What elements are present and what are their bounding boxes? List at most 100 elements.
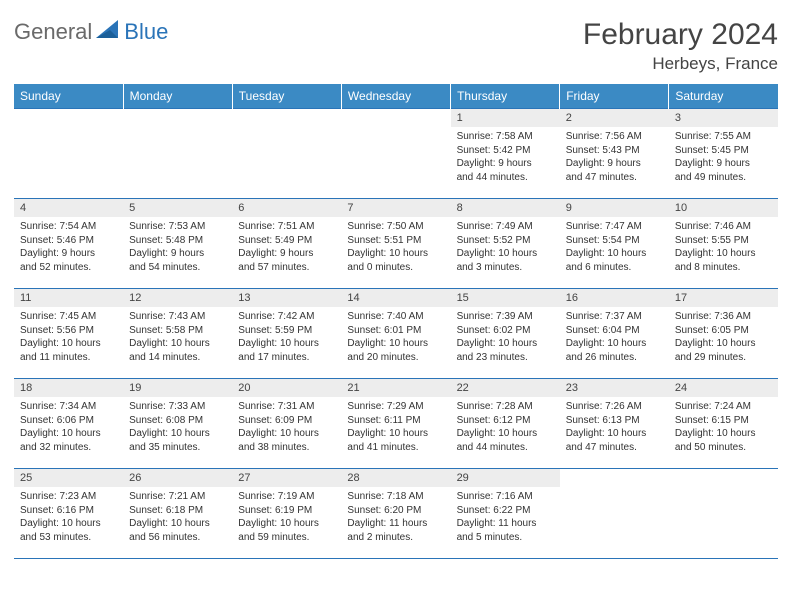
sunset-text: Sunset: 6:22 PM	[457, 504, 554, 518]
calendar-cell: 7Sunrise: 7:50 AMSunset: 5:51 PMDaylight…	[341, 199, 450, 289]
sunset-text: Sunset: 5:51 PM	[347, 234, 444, 248]
day-number: 23	[560, 379, 669, 397]
sunrise-text: Sunrise: 7:26 AM	[566, 400, 663, 414]
day-details: Sunrise: 7:31 AMSunset: 6:09 PMDaylight:…	[232, 397, 341, 460]
daylight-text-2: and 35 minutes.	[129, 441, 226, 455]
daylight-text-1: Daylight: 10 hours	[675, 337, 772, 351]
daylight-text-1: Daylight: 10 hours	[675, 427, 772, 441]
calendar-cell: 27Sunrise: 7:19 AMSunset: 6:19 PMDayligh…	[232, 469, 341, 559]
sunset-text: Sunset: 6:01 PM	[347, 324, 444, 338]
daylight-text-2: and 20 minutes.	[347, 351, 444, 365]
sunset-text: Sunset: 6:04 PM	[566, 324, 663, 338]
sunrise-text: Sunrise: 7:58 AM	[457, 130, 554, 144]
day-number: 16	[560, 289, 669, 307]
daylight-text-2: and 56 minutes.	[129, 531, 226, 545]
calendar-cell: 9Sunrise: 7:47 AMSunset: 5:54 PMDaylight…	[560, 199, 669, 289]
sunrise-text: Sunrise: 7:56 AM	[566, 130, 663, 144]
day-details: Sunrise: 7:40 AMSunset: 6:01 PMDaylight:…	[341, 307, 450, 370]
sunset-text: Sunset: 6:02 PM	[457, 324, 554, 338]
day-number: 27	[232, 469, 341, 487]
day-details: Sunrise: 7:18 AMSunset: 6:20 PMDaylight:…	[341, 487, 450, 550]
day-details: Sunrise: 7:45 AMSunset: 5:56 PMDaylight:…	[14, 307, 123, 370]
day-number: 15	[451, 289, 560, 307]
calendar-cell: 16Sunrise: 7:37 AMSunset: 6:04 PMDayligh…	[560, 289, 669, 379]
day-details: Sunrise: 7:26 AMSunset: 6:13 PMDaylight:…	[560, 397, 669, 460]
sunrise-text: Sunrise: 7:53 AM	[129, 220, 226, 234]
sunrise-text: Sunrise: 7:43 AM	[129, 310, 226, 324]
daylight-text-2: and 29 minutes.	[675, 351, 772, 365]
calendar-week: 4Sunrise: 7:54 AMSunset: 5:46 PMDaylight…	[14, 199, 778, 289]
sunset-text: Sunset: 6:18 PM	[129, 504, 226, 518]
day-details: Sunrise: 7:46 AMSunset: 5:55 PMDaylight:…	[669, 217, 778, 280]
sunset-text: Sunset: 5:43 PM	[566, 144, 663, 158]
daylight-text-2: and 53 minutes.	[20, 531, 117, 545]
day-number	[232, 109, 341, 127]
daylight-text-1: Daylight: 10 hours	[457, 247, 554, 261]
daylight-text-1: Daylight: 10 hours	[457, 427, 554, 441]
day-details: Sunrise: 7:42 AMSunset: 5:59 PMDaylight:…	[232, 307, 341, 370]
sunset-text: Sunset: 6:09 PM	[238, 414, 335, 428]
daylight-text-1: Daylight: 10 hours	[347, 427, 444, 441]
daylight-text-1: Daylight: 10 hours	[238, 427, 335, 441]
day-number: 4	[14, 199, 123, 217]
day-number: 19	[123, 379, 232, 397]
calendar-cell: 25Sunrise: 7:23 AMSunset: 6:16 PMDayligh…	[14, 469, 123, 559]
calendar-body: 1Sunrise: 7:58 AMSunset: 5:42 PMDaylight…	[14, 109, 778, 559]
calendar-table: Sunday Monday Tuesday Wednesday Thursday…	[14, 84, 778, 559]
daylight-text-1: Daylight: 9 hours	[20, 247, 117, 261]
calendar-cell: 8Sunrise: 7:49 AMSunset: 5:52 PMDaylight…	[451, 199, 560, 289]
calendar-week: 18Sunrise: 7:34 AMSunset: 6:06 PMDayligh…	[14, 379, 778, 469]
sunrise-text: Sunrise: 7:36 AM	[675, 310, 772, 324]
sunrise-text: Sunrise: 7:42 AM	[238, 310, 335, 324]
calendar-cell	[14, 109, 123, 199]
sunset-text: Sunset: 6:05 PM	[675, 324, 772, 338]
calendar-cell: 15Sunrise: 7:39 AMSunset: 6:02 PMDayligh…	[451, 289, 560, 379]
day-number: 8	[451, 199, 560, 217]
sunset-text: Sunset: 5:42 PM	[457, 144, 554, 158]
sunrise-text: Sunrise: 7:34 AM	[20, 400, 117, 414]
daylight-text-2: and 11 minutes.	[20, 351, 117, 365]
day-details: Sunrise: 7:34 AMSunset: 6:06 PMDaylight:…	[14, 397, 123, 460]
dow-thursday: Thursday	[451, 84, 560, 109]
day-number: 22	[451, 379, 560, 397]
daylight-text-1: Daylight: 10 hours	[347, 247, 444, 261]
calendar-cell: 1Sunrise: 7:58 AMSunset: 5:42 PMDaylight…	[451, 109, 560, 199]
day-number: 21	[341, 379, 450, 397]
daylight-text-1: Daylight: 10 hours	[238, 517, 335, 531]
day-number: 9	[560, 199, 669, 217]
day-details: Sunrise: 7:33 AMSunset: 6:08 PMDaylight:…	[123, 397, 232, 460]
daylight-text-2: and 5 minutes.	[457, 531, 554, 545]
day-number: 28	[341, 469, 450, 487]
title-block: February 2024 Herbeys, France	[583, 18, 778, 74]
daylight-text-1: Daylight: 10 hours	[129, 517, 226, 531]
sunset-text: Sunset: 6:06 PM	[20, 414, 117, 428]
sunset-text: Sunset: 5:55 PM	[675, 234, 772, 248]
calendar-cell: 2Sunrise: 7:56 AMSunset: 5:43 PMDaylight…	[560, 109, 669, 199]
day-details: Sunrise: 7:47 AMSunset: 5:54 PMDaylight:…	[560, 217, 669, 280]
day-number	[560, 469, 669, 487]
day-details: Sunrise: 7:49 AMSunset: 5:52 PMDaylight:…	[451, 217, 560, 280]
daylight-text-2: and 49 minutes.	[675, 171, 772, 185]
daylight-text-2: and 3 minutes.	[457, 261, 554, 275]
daylight-text-1: Daylight: 10 hours	[20, 427, 117, 441]
day-number: 5	[123, 199, 232, 217]
day-number: 12	[123, 289, 232, 307]
day-details: Sunrise: 7:19 AMSunset: 6:19 PMDaylight:…	[232, 487, 341, 550]
sunset-text: Sunset: 5:46 PM	[20, 234, 117, 248]
sunrise-text: Sunrise: 7:29 AM	[347, 400, 444, 414]
daylight-text-2: and 8 minutes.	[675, 261, 772, 275]
calendar-cell: 29Sunrise: 7:16 AMSunset: 6:22 PMDayligh…	[451, 469, 560, 559]
sunset-text: Sunset: 5:52 PM	[457, 234, 554, 248]
sunset-text: Sunset: 5:54 PM	[566, 234, 663, 248]
daylight-text-2: and 59 minutes.	[238, 531, 335, 545]
day-number: 26	[123, 469, 232, 487]
daylight-text-1: Daylight: 9 hours	[566, 157, 663, 171]
sunrise-text: Sunrise: 7:28 AM	[457, 400, 554, 414]
day-details: Sunrise: 7:37 AMSunset: 6:04 PMDaylight:…	[560, 307, 669, 370]
daylight-text-2: and 41 minutes.	[347, 441, 444, 455]
daylight-text-1: Daylight: 11 hours	[457, 517, 554, 531]
brand-blue: Blue	[124, 19, 168, 45]
day-number	[669, 469, 778, 487]
dow-tuesday: Tuesday	[232, 84, 341, 109]
sunset-text: Sunset: 6:19 PM	[238, 504, 335, 518]
